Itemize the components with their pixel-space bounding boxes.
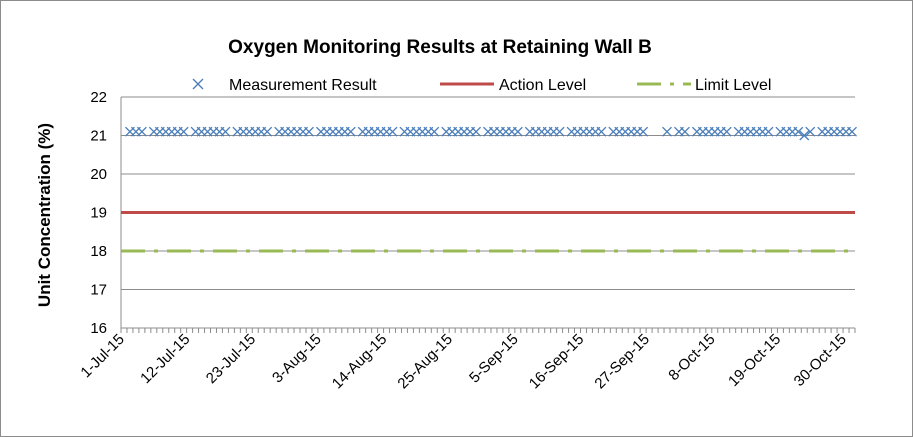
x-tick-labels: 1-Jul-15 12-Jul-15 23-Jul-15 3-Aug-15 14-Aug… bbox=[77, 331, 849, 393]
marker-stroke bbox=[220, 126, 231, 137]
legend-item-limit: Limit Level bbox=[637, 77, 771, 94]
x-tick-label: 16-Sep-15 bbox=[526, 331, 588, 393]
y-tick-label: 20 bbox=[90, 166, 107, 183]
y-tick-label: 21 bbox=[90, 128, 107, 145]
marker-stroke bbox=[721, 126, 732, 137]
marker-stroke bbox=[805, 126, 816, 137]
measurement-point bbox=[262, 126, 273, 137]
marker-stroke bbox=[429, 126, 440, 137]
measurement-point bbox=[793, 126, 804, 137]
y-tick-labels: 16 17 18 19 20 21 22 bbox=[90, 89, 107, 337]
marker-stroke bbox=[554, 126, 565, 137]
measurement-point bbox=[596, 126, 607, 137]
x-tick-label: 23-Jul-15 bbox=[203, 331, 259, 387]
measurement-point bbox=[799, 130, 810, 141]
measurement-point bbox=[220, 126, 231, 137]
marker-stroke bbox=[262, 126, 273, 137]
marker-stroke bbox=[387, 126, 398, 137]
marker-stroke bbox=[799, 130, 810, 141]
chart-title: Oxygen Monitoring Results at Retaining W… bbox=[228, 37, 652, 58]
measurement-point bbox=[638, 126, 649, 137]
legend-label-limit: Limit Level bbox=[695, 77, 771, 94]
x-tick-label: 25-Aug-15 bbox=[394, 331, 456, 393]
measurement-point bbox=[304, 126, 314, 137]
measurement-point bbox=[345, 126, 356, 137]
marker-stroke bbox=[847, 126, 857, 137]
legend-x-stroke bbox=[192, 78, 204, 90]
marker-stroke bbox=[178, 126, 189, 137]
legend-marker-measurement bbox=[192, 78, 204, 90]
x-tick-label: 19-Oct-15 bbox=[725, 331, 784, 390]
measurement-point bbox=[512, 126, 523, 137]
x-tick-label: 30-Oct-15 bbox=[791, 331, 850, 390]
measurement-point bbox=[847, 126, 857, 137]
marker-stroke bbox=[638, 126, 649, 137]
y-axis-label: Unit Concentratio​n (%) bbox=[35, 123, 54, 307]
x-tick-label: 5-Sep-15 bbox=[466, 331, 522, 387]
marker-stroke bbox=[662, 126, 672, 137]
gridlines bbox=[121, 96, 855, 290]
series-lines bbox=[121, 211, 855, 253]
measurement-point bbox=[679, 126, 690, 137]
y-tick-label: 22 bbox=[90, 89, 107, 106]
measurement-point bbox=[387, 126, 398, 137]
x-tick-label: 1-Jul-15 bbox=[77, 331, 127, 381]
axes bbox=[120, 97, 856, 333]
x-tick-label: 12-Jul-15 bbox=[137, 331, 193, 387]
x-tick-label: 27-Sep-15 bbox=[591, 331, 653, 393]
marker-stroke bbox=[512, 126, 523, 137]
measurement-point bbox=[805, 126, 816, 137]
y-tick-label: 17 bbox=[90, 282, 107, 299]
legend-item-action: Action Level bbox=[440, 77, 586, 94]
measurement-point bbox=[471, 126, 482, 137]
legend-item-measurement: Measurement Result bbox=[192, 77, 377, 94]
measurement-point bbox=[721, 126, 732, 137]
legend-label-measurement: Measurement Result bbox=[229, 77, 377, 94]
marker-stroke bbox=[596, 126, 607, 137]
measurement-markers bbox=[124, 126, 857, 141]
y-tick-label: 18 bbox=[90, 243, 107, 260]
measurement-point bbox=[429, 126, 440, 137]
y-tick-label: 19 bbox=[90, 205, 107, 222]
x-tick-label: 8-Oct-15 bbox=[665, 331, 718, 384]
measurement-point bbox=[662, 126, 672, 137]
marker-stroke bbox=[304, 126, 314, 137]
measurement-point bbox=[178, 126, 189, 137]
measurement-point bbox=[136, 126, 147, 137]
marker-stroke bbox=[471, 126, 482, 137]
legend: Measurement Result Action Level Limit Le… bbox=[192, 77, 771, 94]
marker-stroke bbox=[679, 126, 690, 137]
measurement-point bbox=[763, 126, 774, 137]
marker-stroke bbox=[345, 126, 356, 137]
legend-label-action: Action Level bbox=[499, 77, 586, 94]
x-tick-label: 14-Aug-15 bbox=[329, 331, 391, 393]
x-tick-label: 3-Aug-15 bbox=[269, 331, 325, 387]
marker-stroke bbox=[793, 126, 804, 137]
marker-stroke bbox=[136, 126, 147, 137]
y-tick-label: 16 bbox=[90, 320, 107, 337]
marker-stroke bbox=[763, 126, 774, 137]
measurement-point bbox=[554, 126, 565, 137]
